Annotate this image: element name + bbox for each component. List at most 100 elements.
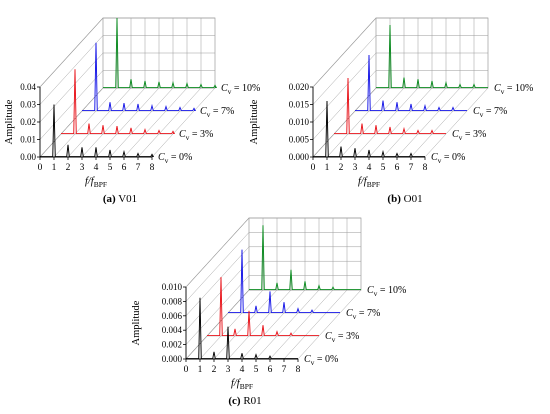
x-tick-label: 2 <box>66 163 71 173</box>
x-tick-label: 4 <box>94 163 99 173</box>
side-wall-gridline <box>185 217 250 288</box>
x-tick-label: 7 <box>136 163 141 173</box>
series-label-cv-3: Cv = 3% <box>325 331 359 344</box>
floor-gridline <box>137 87 202 158</box>
floor-gridline <box>241 289 306 360</box>
floor-gridline <box>410 87 475 158</box>
x-tick-label: 3 <box>80 163 85 173</box>
y-tick-label: 0.008 <box>162 296 183 306</box>
floor-gridline <box>354 87 419 158</box>
side-wall-gridline <box>312 35 377 105</box>
x-tick-label: 8 <box>296 365 301 375</box>
x-tick-label: 0 <box>38 163 43 173</box>
x-axis-title: f/fBPF <box>231 378 253 391</box>
y-tick-label: 0.03 <box>20 100 36 110</box>
panel-caption: (a) V01 <box>103 193 137 205</box>
floor-gridline <box>283 289 348 360</box>
x-tick-label: 0 <box>311 163 316 173</box>
panel-c: 0 1 2 3 4 5 6 7 8 0.000 0.002 0.004 0.006 0.008 0.010 A… <box>131 217 406 407</box>
x-tick-label: 1 <box>52 163 57 173</box>
series-label-cv-7: Cv = 7% <box>473 106 507 119</box>
y-axis-title: Amplitude <box>131 300 142 345</box>
floor-gridline <box>340 87 405 158</box>
spectrum-line-cv-7 <box>82 42 197 112</box>
x-tick-label: 1 <box>325 163 330 173</box>
x-tick-label: 2 <box>339 163 344 173</box>
series-label-cv-10: Cv = 10% <box>221 83 260 96</box>
panel-caption: (b) O01 <box>387 193 422 205</box>
floor-gridline <box>95 87 160 158</box>
spectrum-line-cv-10 <box>376 24 488 89</box>
spectrum-line-cv-0 <box>40 104 155 158</box>
panel-a: 0 1 2 3 4 5 6 7 8 0.00 0.01 0.02 0.03 0.04 Amplitude f/… <box>4 17 260 205</box>
side-wall-gridline <box>185 246 250 316</box>
x-tick-label: 0 <box>184 365 189 375</box>
series-label-cv-3: Cv = 3% <box>452 129 486 142</box>
y-tick-label: 0.02 <box>20 117 36 127</box>
side-wall-gridline <box>185 261 250 331</box>
floor-gridline <box>213 289 278 360</box>
floor-gridline <box>151 87 216 158</box>
floor-gridline <box>382 87 447 158</box>
x-tick-label: 8 <box>423 163 428 173</box>
side-wall-gridline <box>39 35 104 105</box>
spectrum-line-cv-7 <box>355 54 467 112</box>
x-tick-label: 7 <box>282 365 287 375</box>
y-tick-label: 0.010 <box>162 282 183 292</box>
floor-gridline <box>67 87 132 158</box>
floor-gridline <box>312 87 377 158</box>
y-tick-label: 0.00 <box>20 152 36 162</box>
floor-gridline <box>123 87 188 158</box>
y-tick-label: 0.04 <box>20 82 36 92</box>
y-tick-label: 0.005 <box>289 135 310 145</box>
floor-gridline <box>39 87 104 158</box>
x-tick-label: 2 <box>212 365 217 375</box>
floor-gridline <box>368 87 433 158</box>
floor-gridline <box>185 289 250 360</box>
series-label-cv-7: Cv = 7% <box>200 106 234 119</box>
y-tick-label: 0.004 <box>162 325 183 335</box>
spectrum-line-cv-3 <box>334 77 446 135</box>
side-wall-gridline <box>312 17 377 88</box>
side-wall-gridline <box>312 70 377 140</box>
floor-gridline <box>255 289 320 360</box>
floor-gridline <box>396 87 461 158</box>
x-tick-label: 8 <box>150 163 155 173</box>
spectrum-line-cv-3 <box>61 69 176 135</box>
series-label-cv-0: Cv = 0% <box>304 354 338 367</box>
x-tick-label: 6 <box>395 163 400 173</box>
y-axis-title: Amplitude <box>249 99 260 144</box>
spectrum-line-cv-0 <box>313 100 425 158</box>
panel-b: 0 1 2 3 4 5 6 7 8 0.000 0.005 0.010 0.015 0.020 Amplit… <box>249 17 533 205</box>
x-tick-label: 4 <box>240 365 245 375</box>
x-tick-label: 6 <box>268 365 273 375</box>
side-wall-gridline <box>39 70 104 140</box>
side-wall-gridline <box>185 232 250 302</box>
floor-gridline <box>424 87 489 158</box>
floor-gridline <box>326 87 391 158</box>
spectrum-line-cv-10 <box>103 17 218 89</box>
x-tick-label: 1 <box>198 365 203 375</box>
series-label-cv-0: Cv = 0% <box>431 152 465 165</box>
side-wall-gridline <box>312 52 377 123</box>
x-tick-label: 5 <box>108 163 113 173</box>
y-axis-title: Amplitude <box>4 99 15 144</box>
y-tick-label: 0.002 <box>162 340 182 350</box>
x-tick-label: 3 <box>353 163 358 173</box>
panel-caption: (c) R01 <box>228 395 261 407</box>
y-tick-label: 0.015 <box>289 100 310 110</box>
x-tick-label: 7 <box>409 163 414 173</box>
y-tick-label: 0.000 <box>162 354 183 364</box>
spectrum-line-cv-3 <box>207 276 319 337</box>
y-tick-label: 0.006 <box>162 311 183 321</box>
x-axis-title: f/fBPF <box>358 176 380 189</box>
y-tick-label: 0.000 <box>289 152 310 162</box>
series-label-cv-3: Cv = 3% <box>179 129 213 142</box>
y-tick-label: 0.01 <box>20 135 36 145</box>
floor-gridline <box>199 289 264 360</box>
floor-gridline <box>227 289 292 360</box>
x-tick-label: 6 <box>122 163 127 173</box>
side-wall-gridline <box>39 52 104 123</box>
series-label-cv-10: Cv = 10% <box>494 83 533 96</box>
